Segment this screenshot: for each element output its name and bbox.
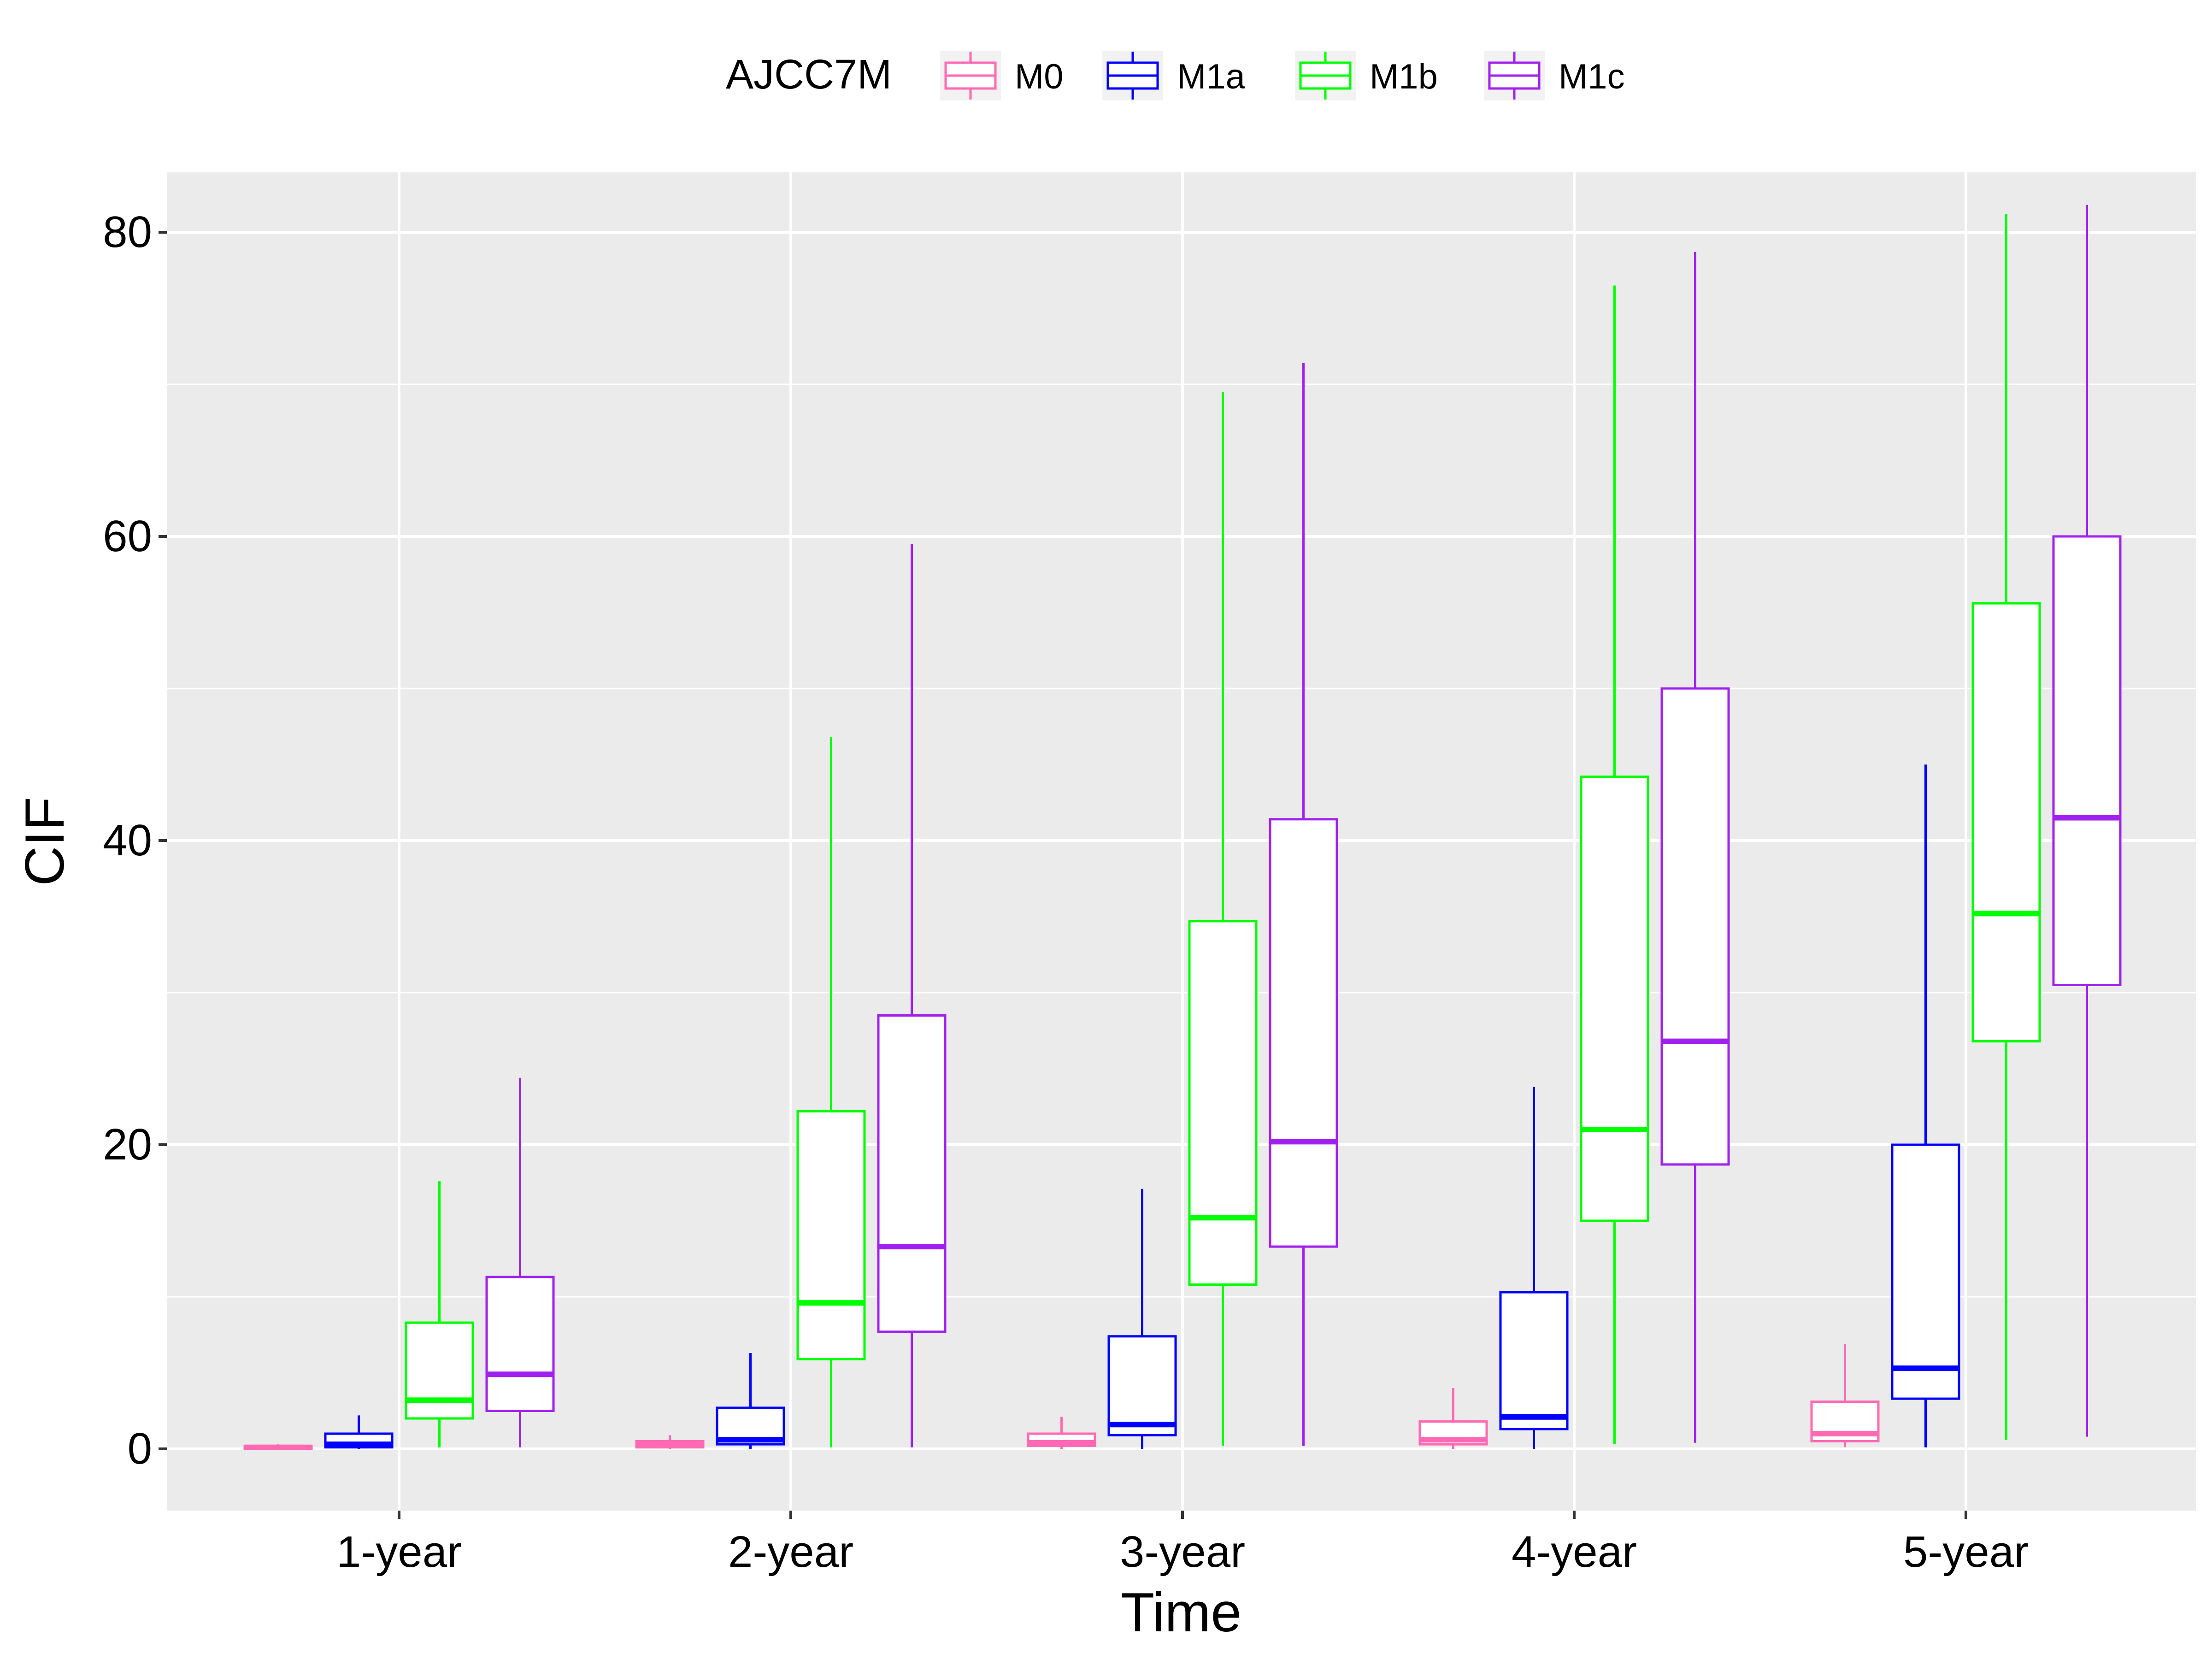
box-iqr [1499, 1291, 1569, 1430]
legend-label: M0 [1015, 57, 1064, 96]
box-M1b-3-year [1188, 392, 1258, 1446]
boxes [243, 205, 2122, 1450]
grid-major [167, 172, 2196, 1511]
box-iqr [1660, 687, 1730, 1166]
box-M0-4-year [1418, 1388, 1488, 1449]
legend-label: M1b [1370, 57, 1438, 96]
box-iqr [796, 1110, 866, 1360]
x-tick-label: 2-year [728, 1527, 853, 1577]
y-axis-title: CIF [14, 797, 76, 886]
legend-item-M1c: M1c [1484, 51, 1625, 100]
box-iqr [1269, 818, 1338, 1248]
y-tick-label: 60 [103, 512, 152, 561]
box-M1c-2-year [877, 544, 947, 1447]
box-M1b-1-year [405, 1181, 474, 1447]
box-iqr [405, 1321, 474, 1420]
legend-title: AJCC7M [726, 52, 892, 98]
box-iqr [1188, 920, 1258, 1286]
box-iqr [877, 1014, 947, 1333]
box-M1b-5-year [1971, 214, 2041, 1440]
box-M0-3-year [1027, 1417, 1096, 1449]
y-tick-label: 80 [103, 207, 152, 257]
x-tick-label: 1-year [336, 1527, 462, 1577]
box-M1b-4-year [1580, 285, 1649, 1445]
y-axis: 0 20 40 60 80 [103, 207, 167, 1473]
box-M1a-1-year [324, 1415, 394, 1449]
x-tick-label: 5-year [1903, 1527, 2029, 1577]
box-M1c-4-year [1660, 252, 1730, 1443]
box-M0-1-year [243, 1444, 313, 1450]
box-M1c-3-year [1269, 363, 1338, 1446]
x-tick-label: 4-year [1512, 1527, 1637, 1577]
box-iqr [1107, 1335, 1177, 1436]
legend-item-M1a: M1a [1102, 51, 1246, 100]
box-M1a-5-year [1891, 765, 1960, 1447]
y-tick-label: 40 [103, 816, 152, 865]
box-M1a-3-year [1107, 1188, 1177, 1449]
box-iqr [485, 1276, 555, 1412]
legend-label: M1c [1559, 57, 1625, 96]
box-M1c-1-year [485, 1077, 555, 1447]
x-axis-title: Time [1121, 1582, 1241, 1643]
legend: AJCC7M M0 M1a M1b M1c [726, 51, 1625, 100]
box-iqr [1971, 602, 2041, 1043]
legend-item-M0: M0 [940, 51, 1064, 100]
box-M0-2-year [635, 1435, 705, 1449]
legend-item-M1b: M1b [1295, 51, 1438, 100]
box-M0-5-year [1810, 1344, 1880, 1447]
box-M1b-2-year [796, 737, 866, 1447]
box-iqr [2052, 535, 2122, 986]
legend-label: M1a [1177, 57, 1246, 96]
box-M1a-2-year [716, 1353, 785, 1449]
box-M1a-4-year [1499, 1087, 1569, 1449]
x-tick-label: 3-year [1120, 1527, 1245, 1577]
y-tick-label: 0 [128, 1424, 152, 1473]
x-axis: 1-year 2-year 3-year 4-year 5-year [336, 1511, 2029, 1577]
y-tick-label: 20 [103, 1120, 152, 1169]
box-M1c-5-year [2052, 205, 2122, 1437]
box-iqr [1580, 775, 1649, 1222]
box-iqr [1891, 1143, 1960, 1400]
